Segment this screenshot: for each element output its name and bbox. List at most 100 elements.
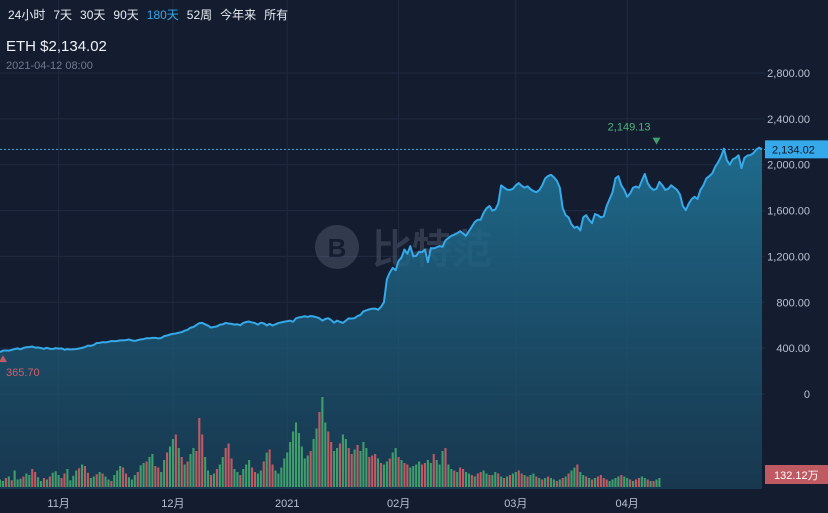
volume-bar	[511, 473, 514, 487]
volume-bar	[253, 472, 257, 487]
volume-bar	[555, 481, 558, 487]
min-label: 365.70	[6, 367, 40, 379]
volume-bar	[148, 457, 151, 487]
volume-bar	[78, 468, 81, 487]
tab-all[interactable]: 所有	[264, 8, 289, 22]
volume-bar	[573, 467, 576, 487]
volume-bar	[262, 461, 265, 487]
volume-bar	[415, 464, 418, 487]
volume-bar	[500, 476, 503, 487]
symbol-price: ETH $2,134.02	[6, 38, 107, 55]
volume-tag	[765, 465, 828, 484]
volume-bar	[335, 448, 339, 487]
volume-bar	[315, 428, 318, 487]
volume-bar	[130, 479, 133, 487]
volume-bar	[503, 478, 506, 487]
volume-bar	[303, 458, 306, 487]
volume-bar	[535, 476, 538, 487]
y-axis-bg	[765, 0, 828, 513]
volume-bar	[89, 478, 92, 487]
tab-24h[interactable]: 24小时	[8, 8, 46, 22]
volume-bar	[280, 467, 283, 487]
volume-bar	[585, 476, 588, 487]
tab-52w[interactable]: 52周	[186, 8, 213, 22]
volume-bar	[0, 479, 2, 487]
volume-bar	[426, 460, 429, 487]
volume-bar	[292, 431, 295, 487]
volume-bar	[476, 473, 479, 487]
volume-bar	[599, 475, 602, 487]
volume-bar	[54, 471, 57, 487]
x-axis: 11月 12月 2021 02月 03月 04月	[47, 498, 638, 510]
volume-bar	[423, 463, 427, 487]
volume-bar	[101, 473, 104, 487]
volume-bar	[157, 467, 160, 487]
tab-30d[interactable]: 30天	[80, 8, 106, 22]
volume-bar	[113, 475, 116, 487]
volume-bar	[368, 457, 371, 487]
volume-bar	[371, 455, 374, 487]
tab-7d[interactable]: 7天	[53, 8, 73, 22]
volume-bar	[245, 464, 248, 487]
volume-bar	[623, 476, 626, 487]
volume-bar	[374, 454, 377, 487]
tab-ytd[interactable]: 今年来	[220, 8, 257, 22]
volume-bar	[327, 431, 330, 487]
x-tick-label: 2021	[275, 498, 299, 510]
current-price-label: 2,134.02	[772, 144, 815, 156]
volume-bar	[230, 458, 233, 487]
max-label: 2,149.13	[608, 122, 651, 134]
y-tick-label: 2,800.00	[767, 68, 810, 80]
tab-90d[interactable]: 90天	[113, 8, 139, 22]
volume-bar	[204, 457, 207, 487]
volume-bar	[611, 479, 614, 487]
volume-bar	[242, 469, 245, 487]
volume-bar	[297, 433, 300, 487]
volume-bar	[174, 434, 177, 487]
volume-bar	[617, 476, 620, 487]
volume-bar	[432, 454, 435, 487]
volume-bar	[459, 467, 462, 487]
volume-bar	[318, 412, 321, 487]
volume-bar	[72, 475, 75, 487]
volume-bar	[646, 479, 649, 487]
volume-bar	[497, 473, 500, 487]
volume-bar	[195, 451, 198, 487]
volume-bar	[81, 464, 84, 487]
y-tick-label: 1,600.00	[767, 206, 810, 218]
volume-bar	[529, 475, 532, 487]
volume-bar	[541, 479, 544, 487]
volume-bar	[1, 481, 4, 487]
volume-bar	[643, 478, 646, 487]
volume-bar	[7, 476, 10, 487]
max-arrow-icon	[652, 137, 661, 145]
volume-bar	[300, 446, 303, 487]
volume-bar	[48, 476, 51, 487]
volume-bar	[122, 467, 125, 487]
volume-bar	[198, 418, 201, 487]
volume-bar	[438, 464, 441, 487]
volume-bar	[655, 479, 658, 487]
volume-bar	[418, 461, 421, 487]
volume-bar	[227, 443, 230, 487]
volume-bar	[576, 464, 579, 487]
volume-bar	[464, 472, 468, 487]
y-axis: 0 400.00 800.00 1,200.00 1,600.00 2,000.00 2,4…	[765, 0, 828, 513]
tab-180d[interactable]: 180天	[146, 8, 179, 22]
volume-bar	[444, 448, 447, 487]
volume-bar	[233, 469, 236, 487]
volume-bar	[251, 467, 254, 487]
volume-bar	[567, 473, 570, 487]
volume-bar	[517, 470, 520, 487]
volume-bar	[19, 478, 22, 487]
volume-bar	[107, 479, 110, 487]
volume-bar	[34, 472, 37, 487]
volume-bar	[362, 442, 365, 487]
volume-bar	[649, 481, 652, 487]
volume-bar	[75, 470, 78, 487]
volume-bar	[479, 472, 482, 487]
volume-bar	[620, 475, 623, 487]
volume-bar	[207, 470, 210, 487]
volume-bar	[221, 457, 224, 487]
